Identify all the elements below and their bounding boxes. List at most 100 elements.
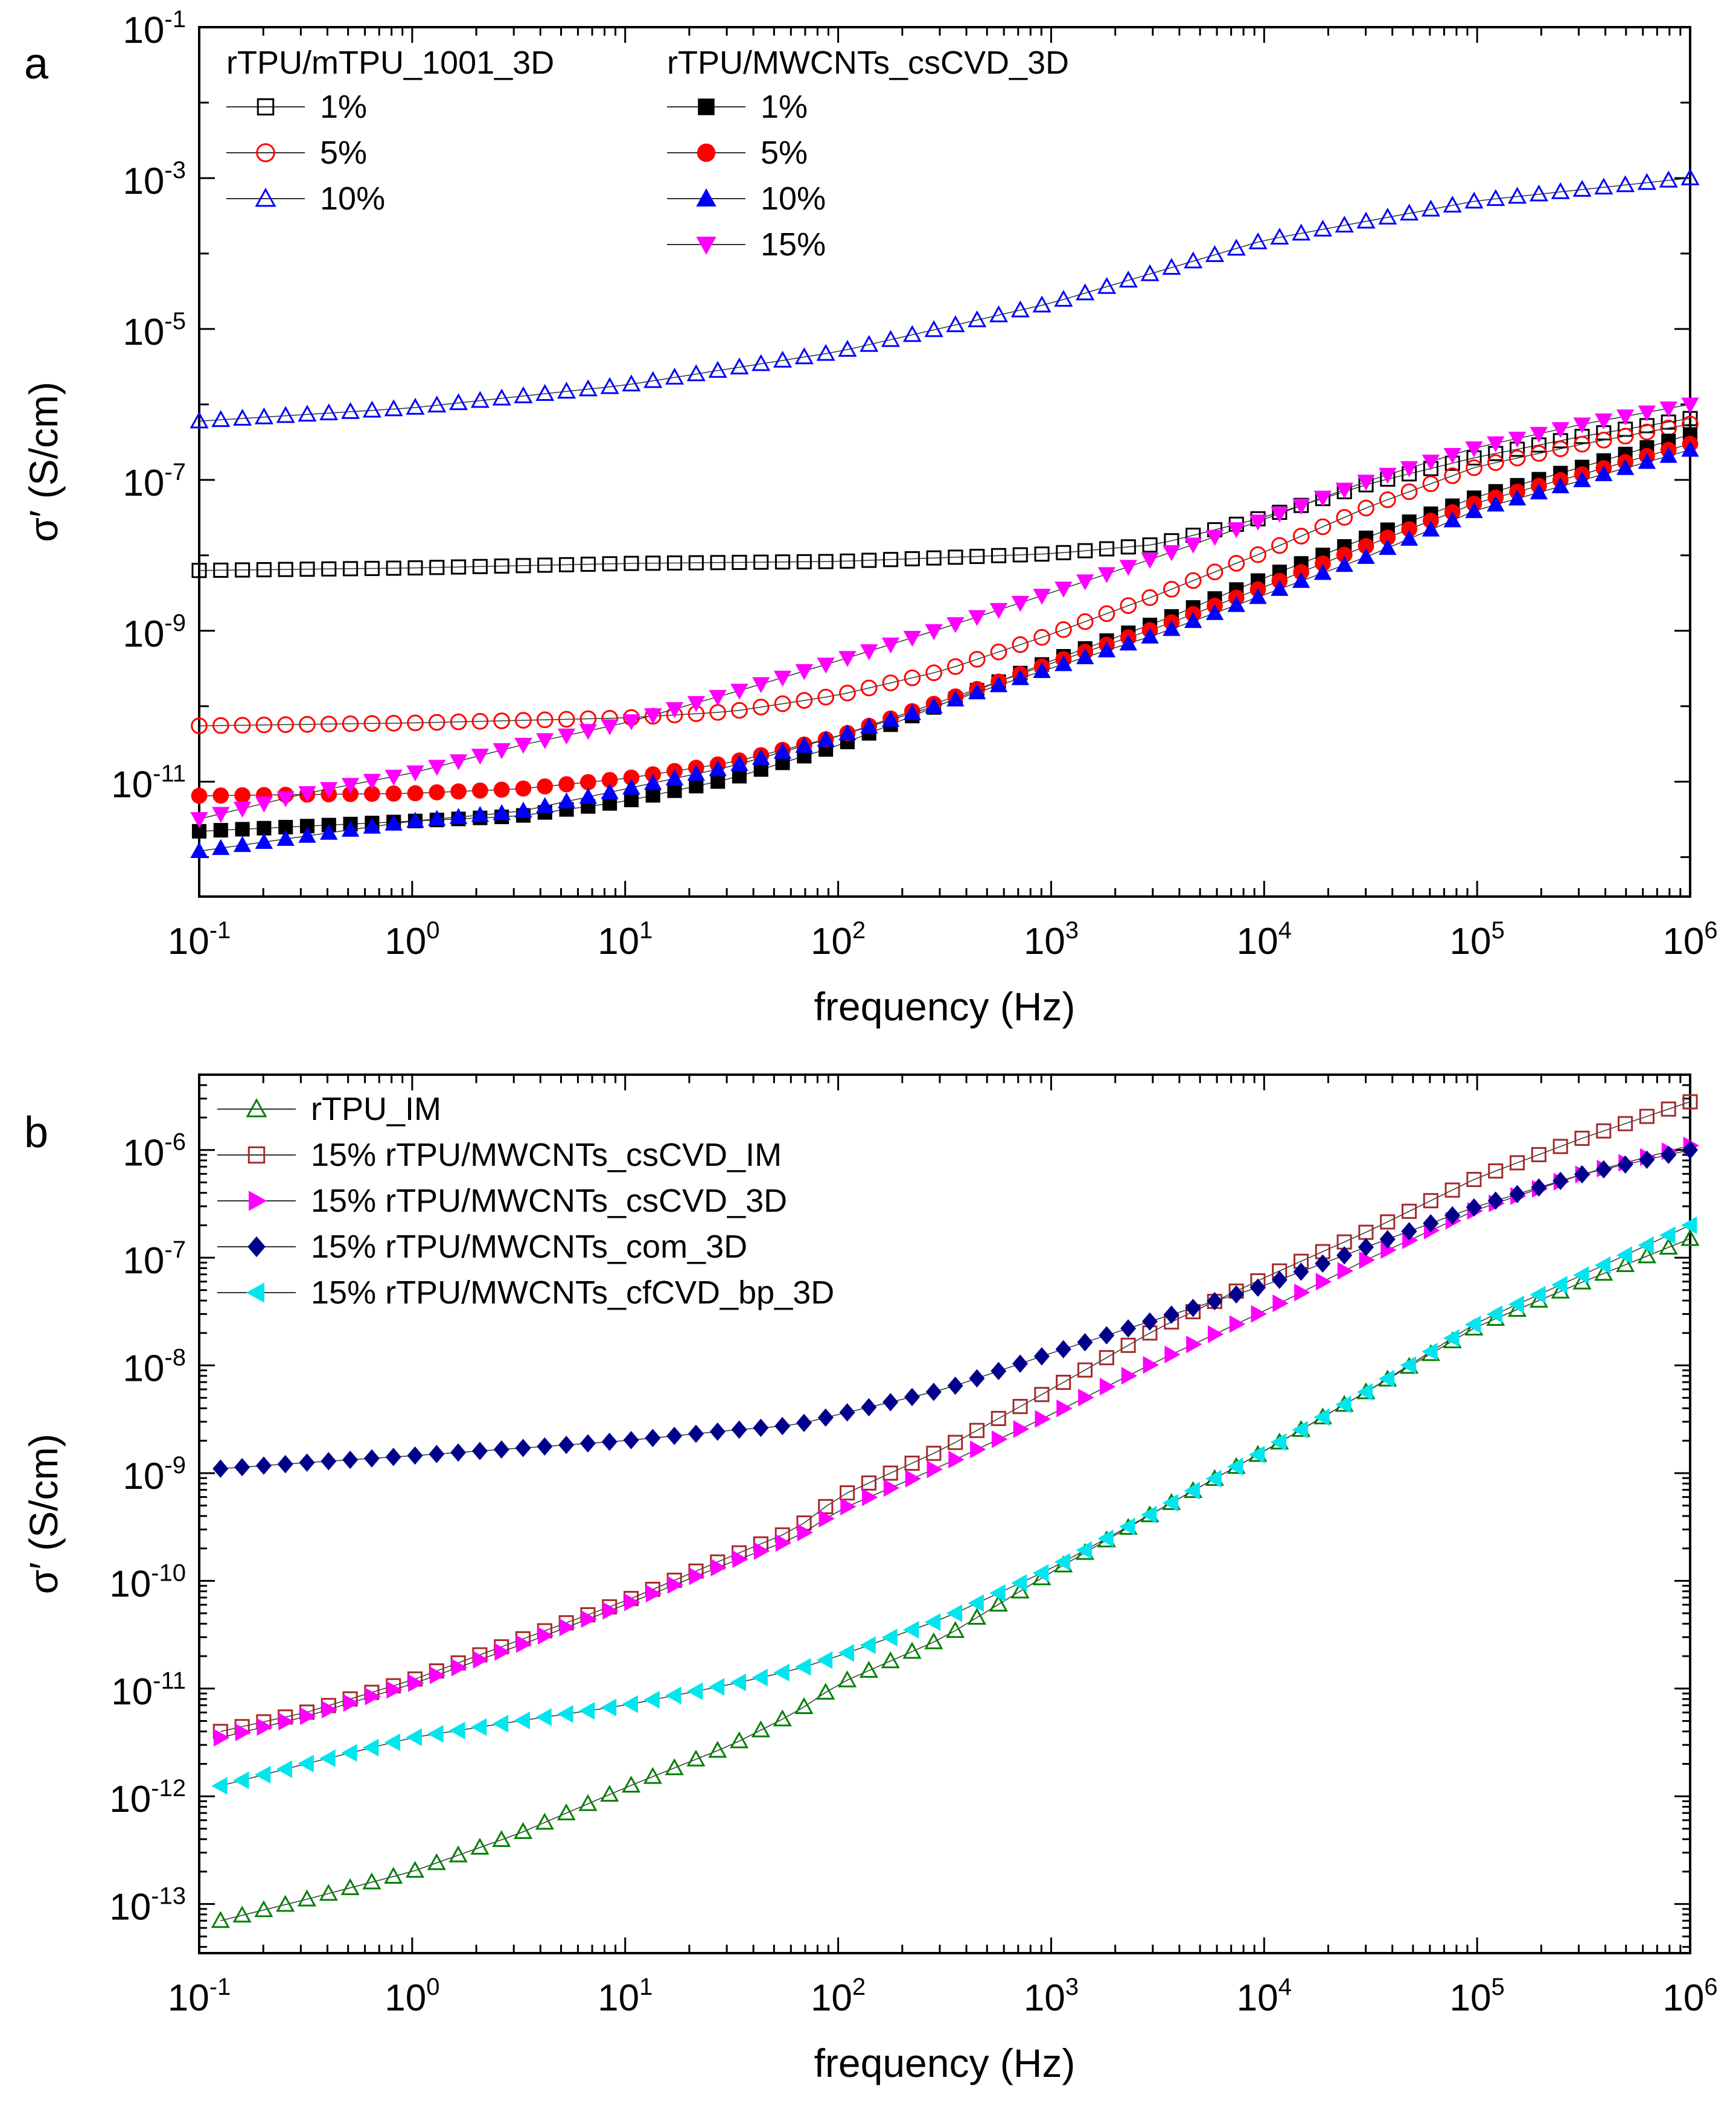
data-point bbox=[1595, 1160, 1612, 1179]
data-point bbox=[1055, 581, 1073, 598]
data-point bbox=[1682, 1094, 1698, 1110]
data-point bbox=[1358, 1238, 1374, 1256]
data-point bbox=[688, 555, 704, 571]
data-point bbox=[558, 711, 575, 728]
data-point bbox=[989, 305, 1009, 322]
data-point bbox=[948, 549, 963, 565]
data-point bbox=[191, 787, 208, 804]
data-point bbox=[362, 1738, 379, 1757]
data-point bbox=[991, 1430, 1008, 1448]
data-point bbox=[1207, 1325, 1224, 1343]
data-point bbox=[1249, 587, 1267, 604]
data-point bbox=[1097, 641, 1116, 657]
data-point bbox=[1639, 1108, 1655, 1124]
data-point bbox=[449, 754, 468, 770]
data-point bbox=[1227, 1457, 1243, 1476]
data-point bbox=[1184, 537, 1202, 554]
data-point bbox=[1661, 1145, 1677, 1164]
data-point bbox=[557, 382, 576, 399]
data-point bbox=[536, 797, 554, 813]
data-point bbox=[860, 717, 878, 734]
data-point bbox=[1356, 211, 1376, 229]
legend-marker bbox=[255, 187, 276, 207]
data-point bbox=[1574, 1130, 1590, 1146]
data-point bbox=[1054, 289, 1073, 307]
data-point bbox=[686, 364, 706, 382]
data-point bbox=[1423, 1193, 1438, 1209]
data-point bbox=[927, 1460, 943, 1479]
data-point bbox=[1251, 1305, 1267, 1323]
data-point bbox=[406, 397, 425, 415]
data-point bbox=[558, 776, 575, 793]
data-point bbox=[710, 774, 726, 789]
data-point bbox=[1508, 489, 1527, 506]
data-point bbox=[968, 683, 986, 700]
data-point bbox=[924, 1613, 941, 1631]
data-point bbox=[1681, 397, 1699, 414]
data-point bbox=[840, 1485, 855, 1501]
data-point bbox=[212, 807, 230, 823]
data-point bbox=[362, 400, 381, 418]
data-point bbox=[1659, 1226, 1676, 1244]
data-point bbox=[385, 715, 403, 732]
data-point bbox=[600, 1698, 617, 1716]
data-point bbox=[1076, 648, 1094, 665]
data-point bbox=[298, 405, 317, 422]
data-point bbox=[752, 749, 770, 765]
data-point bbox=[449, 1721, 465, 1739]
data-point bbox=[235, 562, 251, 578]
data-point bbox=[428, 810, 446, 826]
data-point bbox=[1552, 440, 1569, 458]
data-point bbox=[1163, 619, 1181, 636]
data-point bbox=[622, 714, 640, 731]
y-tick-label: 10-6 bbox=[123, 1129, 186, 1174]
series-line bbox=[199, 404, 1691, 820]
data-point bbox=[1270, 1433, 1287, 1451]
data-point bbox=[1292, 572, 1310, 588]
data-point bbox=[429, 784, 445, 801]
data-point bbox=[1680, 1216, 1697, 1235]
data-point bbox=[1422, 520, 1440, 537]
data-point bbox=[1185, 1299, 1201, 1317]
data-point bbox=[1356, 1383, 1373, 1401]
data-point bbox=[579, 1434, 596, 1453]
data-point bbox=[1035, 1410, 1051, 1428]
data-point bbox=[191, 717, 208, 735]
data-point bbox=[340, 1878, 360, 1895]
data-point bbox=[1186, 1335, 1202, 1354]
data-point bbox=[882, 674, 899, 691]
data-point bbox=[645, 1584, 662, 1603]
data-point bbox=[233, 1771, 249, 1790]
data-point bbox=[1010, 300, 1030, 318]
data-point bbox=[1141, 1312, 1158, 1331]
data-point bbox=[1466, 459, 1482, 476]
data-point bbox=[947, 658, 964, 675]
data-point bbox=[644, 773, 662, 790]
data-point bbox=[882, 1393, 899, 1412]
y-tick-label: 10-8 bbox=[123, 1345, 186, 1390]
data-point bbox=[882, 552, 899, 568]
data-point bbox=[838, 724, 857, 741]
data-point bbox=[558, 1436, 575, 1454]
data-point bbox=[255, 1456, 272, 1475]
data-point bbox=[926, 550, 942, 566]
data-point bbox=[234, 787, 251, 804]
data-point bbox=[1400, 483, 1418, 501]
data-point bbox=[1337, 1262, 1354, 1280]
y-tick-label: 10-1 bbox=[123, 6, 186, 51]
data-point bbox=[1509, 1185, 1525, 1203]
data-point bbox=[904, 551, 920, 567]
data-point bbox=[817, 657, 835, 674]
data-point bbox=[1012, 547, 1028, 563]
data-point bbox=[1249, 514, 1267, 531]
data-point bbox=[579, 724, 598, 740]
data-point bbox=[1163, 581, 1180, 598]
data-point bbox=[686, 1749, 706, 1767]
data-point bbox=[1227, 238, 1246, 256]
data-point bbox=[321, 1452, 337, 1471]
y-tick-label: 10-7 bbox=[123, 1236, 186, 1282]
data-point bbox=[732, 769, 747, 784]
data-point bbox=[537, 778, 554, 795]
data-point bbox=[1272, 1294, 1289, 1313]
data-point bbox=[1120, 539, 1136, 555]
